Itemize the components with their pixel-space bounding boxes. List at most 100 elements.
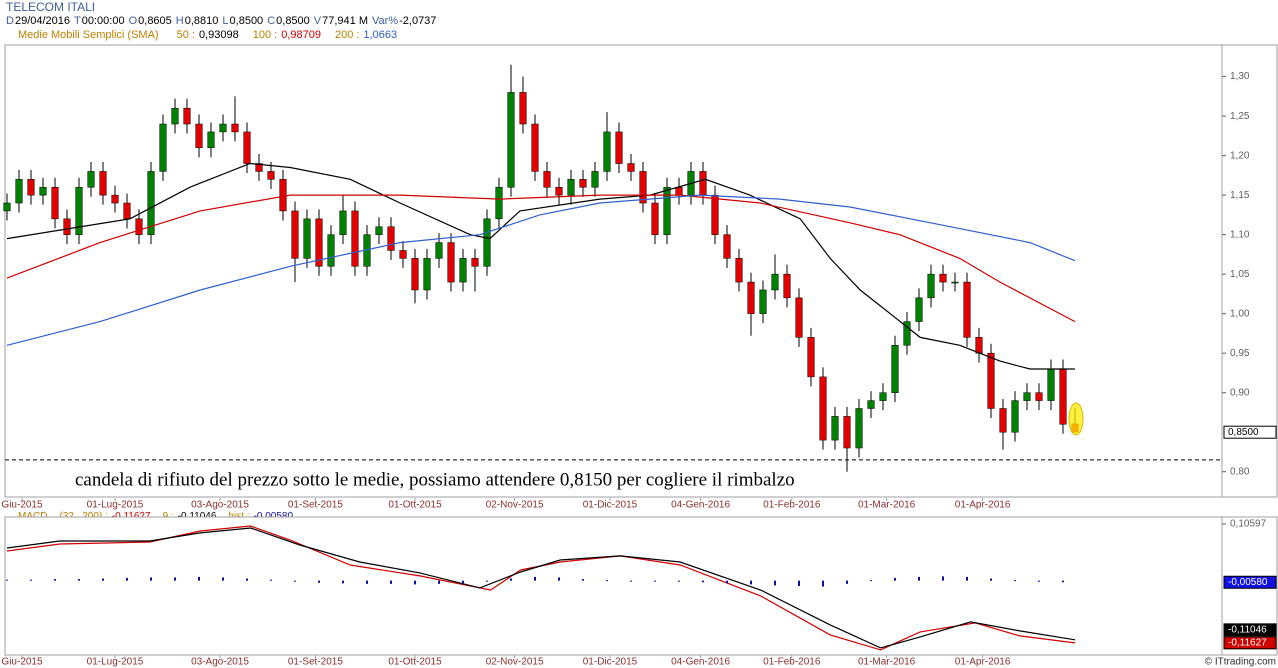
hist-bar xyxy=(438,580,440,584)
candle-body xyxy=(3,202,11,212)
candle-body xyxy=(423,258,431,291)
quote-value: -2,0737 xyxy=(399,15,437,27)
x-tick-label: 01-Mar-2016 xyxy=(858,657,916,668)
candle-body xyxy=(231,123,239,133)
legend-label: 200 : xyxy=(334,29,360,41)
hist-bar xyxy=(726,580,728,584)
candle-body xyxy=(351,210,359,267)
legend-label: 50 : xyxy=(176,29,195,41)
plot-frame xyxy=(4,44,1223,498)
quote-key: L xyxy=(222,15,229,27)
candle-body xyxy=(27,179,35,196)
series-line xyxy=(6,194,1076,346)
hist-bar xyxy=(222,577,224,581)
candle-body xyxy=(543,171,551,188)
hist-bar xyxy=(606,580,608,582)
candle-body xyxy=(243,131,251,164)
price-label-box xyxy=(1223,425,1277,439)
candle-body xyxy=(711,194,719,235)
hist-bar xyxy=(750,580,752,585)
quote-row: D29/04/2016 T00:00:00 O0,8605 H0,8810 L0,850… xyxy=(6,15,440,28)
candle-body xyxy=(159,123,167,172)
candle-body xyxy=(927,273,935,299)
candle-body xyxy=(783,273,791,299)
quote-value: 0,8810 xyxy=(184,15,219,27)
legend-value: 1,0663 xyxy=(363,29,398,41)
macd-value: -0,11627 xyxy=(1228,637,1267,648)
price-label: 0,8500 xyxy=(1228,427,1259,438)
candle-body xyxy=(951,281,959,284)
hist-bar xyxy=(582,579,584,581)
hist-bar xyxy=(462,580,464,584)
x-tick-label: 01-Dic-2015 xyxy=(583,500,638,511)
candle-body xyxy=(675,186,683,196)
y-tick-label: 1,20 xyxy=(1230,150,1250,161)
legend-label: 100 : xyxy=(252,29,278,41)
hist-bar xyxy=(6,579,8,581)
candle-body xyxy=(1047,368,1055,401)
hist-bar xyxy=(174,577,176,581)
candle-body xyxy=(735,258,743,283)
quote-key: Var% xyxy=(372,15,399,27)
x-tick-label: 03-Ago-2015 xyxy=(191,500,249,511)
footer: © ITtrading.com xyxy=(1205,657,1276,668)
candle-body xyxy=(315,218,323,267)
legend-value: 0,98709 xyxy=(281,29,321,41)
hist-bar xyxy=(126,577,128,581)
hist-bar xyxy=(990,578,992,581)
candle-body xyxy=(771,273,779,291)
quote-value: 0,8500 xyxy=(229,15,264,27)
candle-body xyxy=(87,171,95,188)
candle-body xyxy=(651,202,659,235)
quote-value: 00:00:00 xyxy=(81,15,125,27)
candle-body xyxy=(843,416,851,449)
x-tick-label: 01-Ott-2015 xyxy=(388,500,442,511)
candle-body xyxy=(531,123,539,172)
candle-body xyxy=(39,186,47,196)
x-tick-label: 02-Nov-2015 xyxy=(486,657,544,668)
hist-bar xyxy=(294,580,296,582)
y-tick-label: 0,80 xyxy=(1230,466,1250,477)
x-tick-label: 04-Gen-2016 xyxy=(671,500,730,511)
candle-body xyxy=(279,179,287,212)
candle-body xyxy=(879,392,887,401)
candle-body xyxy=(663,186,671,235)
candle-body xyxy=(495,186,503,220)
hist-bar xyxy=(534,576,536,581)
y-tick-label: 1,30 xyxy=(1230,71,1250,82)
axis-frame xyxy=(1221,516,1278,656)
candle-body xyxy=(459,258,467,283)
x-tick-label: 03-Ago-2015 xyxy=(191,657,249,668)
candle-body xyxy=(195,123,203,148)
candle-body xyxy=(699,171,707,196)
x-tick-label: Giu-2015 xyxy=(1,657,43,668)
hist-bar xyxy=(942,576,944,581)
hist-bar xyxy=(246,578,248,581)
quote-key: T xyxy=(74,15,81,27)
candle-body xyxy=(255,163,263,172)
hist-bar xyxy=(966,576,968,581)
series-line xyxy=(6,194,1076,323)
candle-body xyxy=(915,297,923,322)
hist-bar xyxy=(366,580,368,584)
candle-body xyxy=(615,131,623,164)
candle-body xyxy=(267,171,275,180)
candle-body xyxy=(519,92,527,125)
x-tick-label: 01-Apr-2016 xyxy=(955,657,1011,668)
candle-body xyxy=(975,337,983,354)
candle-body xyxy=(987,352,995,409)
x-tick-label: 01-Ott-2015 xyxy=(388,657,442,668)
candle-body xyxy=(831,416,839,441)
hist-bar xyxy=(702,580,704,583)
x-tick-label: 01-Set-2015 xyxy=(288,500,343,511)
candle-body xyxy=(99,171,107,196)
sma-title: Medie Mobili Semplici (SMA) xyxy=(18,29,159,41)
macd-value: -0,00580 xyxy=(1228,577,1268,588)
candle-body xyxy=(147,171,155,235)
x-tick-label: 01-Lug-2015 xyxy=(87,500,144,511)
hist-bar xyxy=(774,580,776,586)
hist-bar xyxy=(822,580,824,587)
quote-value: 29/04/2016 xyxy=(14,15,71,27)
